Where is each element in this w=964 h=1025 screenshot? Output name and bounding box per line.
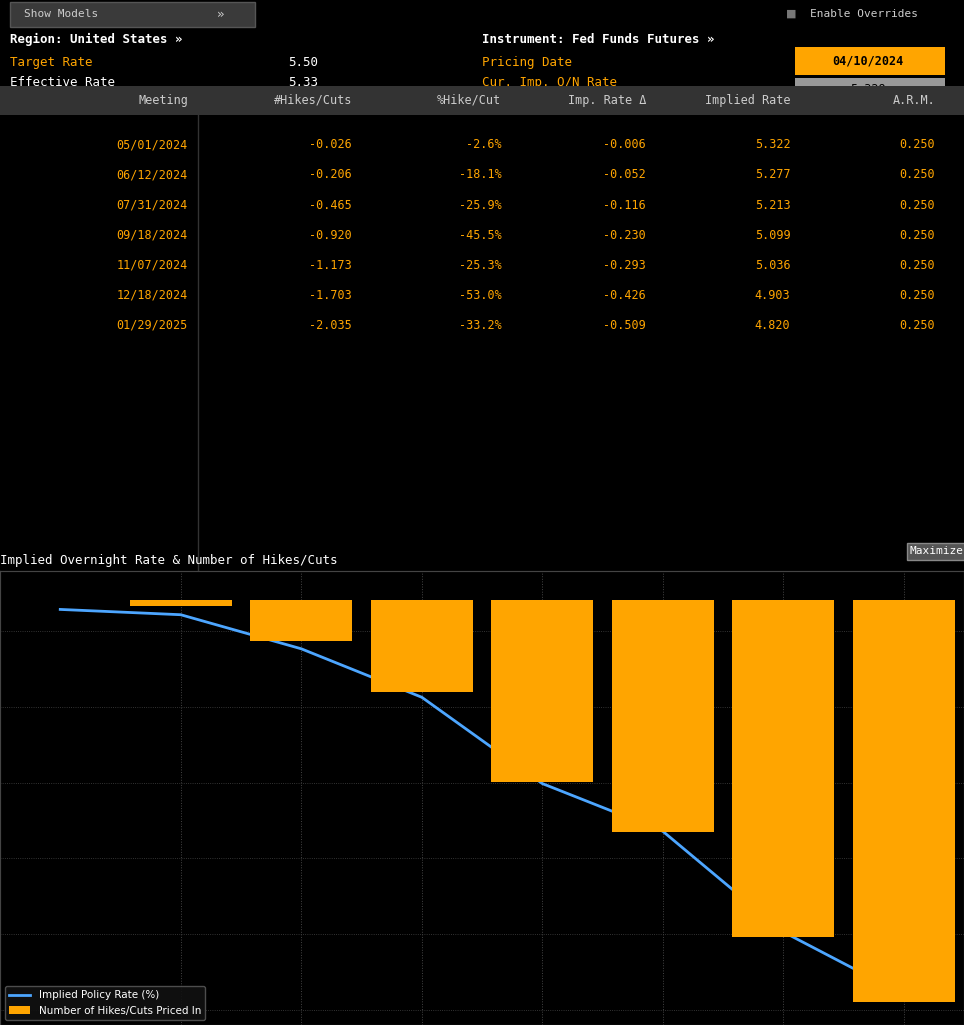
Text: 0.250: 0.250 <box>899 229 935 242</box>
Bar <box>129 601 232 606</box>
Text: 0.250: 0.250 <box>899 258 935 272</box>
Text: Instrument: Fed Funds Futures »: Instrument: Fed Funds Futures » <box>482 33 714 46</box>
Text: 0.250: 0.250 <box>899 168 935 181</box>
Bar <box>611 601 714 832</box>
Text: #Hikes/Cuts: #Hikes/Cuts <box>274 93 352 107</box>
FancyBboxPatch shape <box>795 78 945 99</box>
Text: -0.509: -0.509 <box>603 319 646 332</box>
Text: 0.250: 0.250 <box>899 199 935 211</box>
Text: -0.230: -0.230 <box>603 229 646 242</box>
Text: A.R.M.: A.R.M. <box>893 93 935 107</box>
FancyBboxPatch shape <box>795 47 945 76</box>
Text: 01/29/2025: 01/29/2025 <box>117 319 188 332</box>
Text: Implied Overnight Rate & Number of Hikes/Cuts: Implied Overnight Rate & Number of Hikes… <box>0 554 337 567</box>
Legend: Implied Policy Rate (%), Number of Hikes/Cuts Priced In: Implied Policy Rate (%), Number of Hikes… <box>5 986 205 1020</box>
Bar <box>732 601 835 937</box>
Text: -0.920: -0.920 <box>309 229 352 242</box>
Text: 5.322: 5.322 <box>755 138 790 152</box>
Text: Implied Rate: Implied Rate <box>705 93 790 107</box>
Text: 0.250: 0.250 <box>899 138 935 152</box>
Text: -53.0%: -53.0% <box>459 289 501 301</box>
Text: 5.213: 5.213 <box>755 199 790 211</box>
Text: -2.6%: -2.6% <box>466 138 501 152</box>
Text: -0.465: -0.465 <box>309 199 352 211</box>
Bar <box>250 601 353 641</box>
Text: Cur. Imp. O/N Rate: Cur. Imp. O/N Rate <box>482 76 617 89</box>
Text: 06/12/2024: 06/12/2024 <box>117 168 188 181</box>
Text: -0.206: -0.206 <box>309 168 352 181</box>
Text: 5.277: 5.277 <box>755 168 790 181</box>
Text: 11/07/2024: 11/07/2024 <box>117 258 188 272</box>
Text: 04/10/2024: 04/10/2024 <box>832 54 903 68</box>
Text: -0.293: -0.293 <box>603 258 646 272</box>
Text: 5.50: 5.50 <box>288 56 318 70</box>
Text: -0.426: -0.426 <box>603 289 646 301</box>
Text: -0.026: -0.026 <box>309 138 352 152</box>
Text: Maximize: Maximize <box>910 546 964 557</box>
Text: ■: ■ <box>786 9 796 18</box>
Text: 5.099: 5.099 <box>755 229 790 242</box>
Text: 4.903: 4.903 <box>755 289 790 301</box>
Text: -1.703: -1.703 <box>309 289 352 301</box>
Text: -2.035: -2.035 <box>309 319 352 332</box>
Text: Target Rate: Target Rate <box>10 56 93 70</box>
Text: -1.173: -1.173 <box>309 258 352 272</box>
Text: Meeting: Meeting <box>138 93 188 107</box>
Text: -33.2%: -33.2% <box>459 319 501 332</box>
Text: 0.250: 0.250 <box>899 289 935 301</box>
Text: -0.006: -0.006 <box>603 138 646 152</box>
Text: Imp. Rate Δ: Imp. Rate Δ <box>568 93 646 107</box>
Bar <box>370 601 473 692</box>
Text: 5.33: 5.33 <box>288 76 318 89</box>
Text: Pricing Date: Pricing Date <box>482 56 572 70</box>
Text: 05/01/2024: 05/01/2024 <box>117 138 188 152</box>
Text: »: » <box>217 7 225 20</box>
Text: 5.036: 5.036 <box>755 258 790 272</box>
Text: -45.5%: -45.5% <box>459 229 501 242</box>
Text: 0.250: 0.250 <box>899 319 935 332</box>
Text: 12/18/2024: 12/18/2024 <box>117 289 188 301</box>
Text: 07/31/2024: 07/31/2024 <box>117 199 188 211</box>
Text: -25.9%: -25.9% <box>459 199 501 211</box>
Text: Effective Rate: Effective Rate <box>10 76 115 89</box>
Text: 4.820: 4.820 <box>755 319 790 332</box>
FancyBboxPatch shape <box>10 2 255 28</box>
Text: %Hike/Cut: %Hike/Cut <box>437 93 501 107</box>
Bar <box>491 601 594 782</box>
Text: -25.3%: -25.3% <box>459 258 501 272</box>
Bar <box>852 601 955 1002</box>
Text: -0.116: -0.116 <box>603 199 646 211</box>
Text: 5.329: 5.329 <box>850 83 885 96</box>
FancyBboxPatch shape <box>0 86 964 115</box>
Text: Enable Overrides: Enable Overrides <box>810 9 918 18</box>
Text: -0.052: -0.052 <box>603 168 646 181</box>
Text: Show Models: Show Models <box>24 9 98 18</box>
Text: -18.1%: -18.1% <box>459 168 501 181</box>
Text: Region: United States »: Region: United States » <box>10 33 182 46</box>
Text: 09/18/2024: 09/18/2024 <box>117 229 188 242</box>
